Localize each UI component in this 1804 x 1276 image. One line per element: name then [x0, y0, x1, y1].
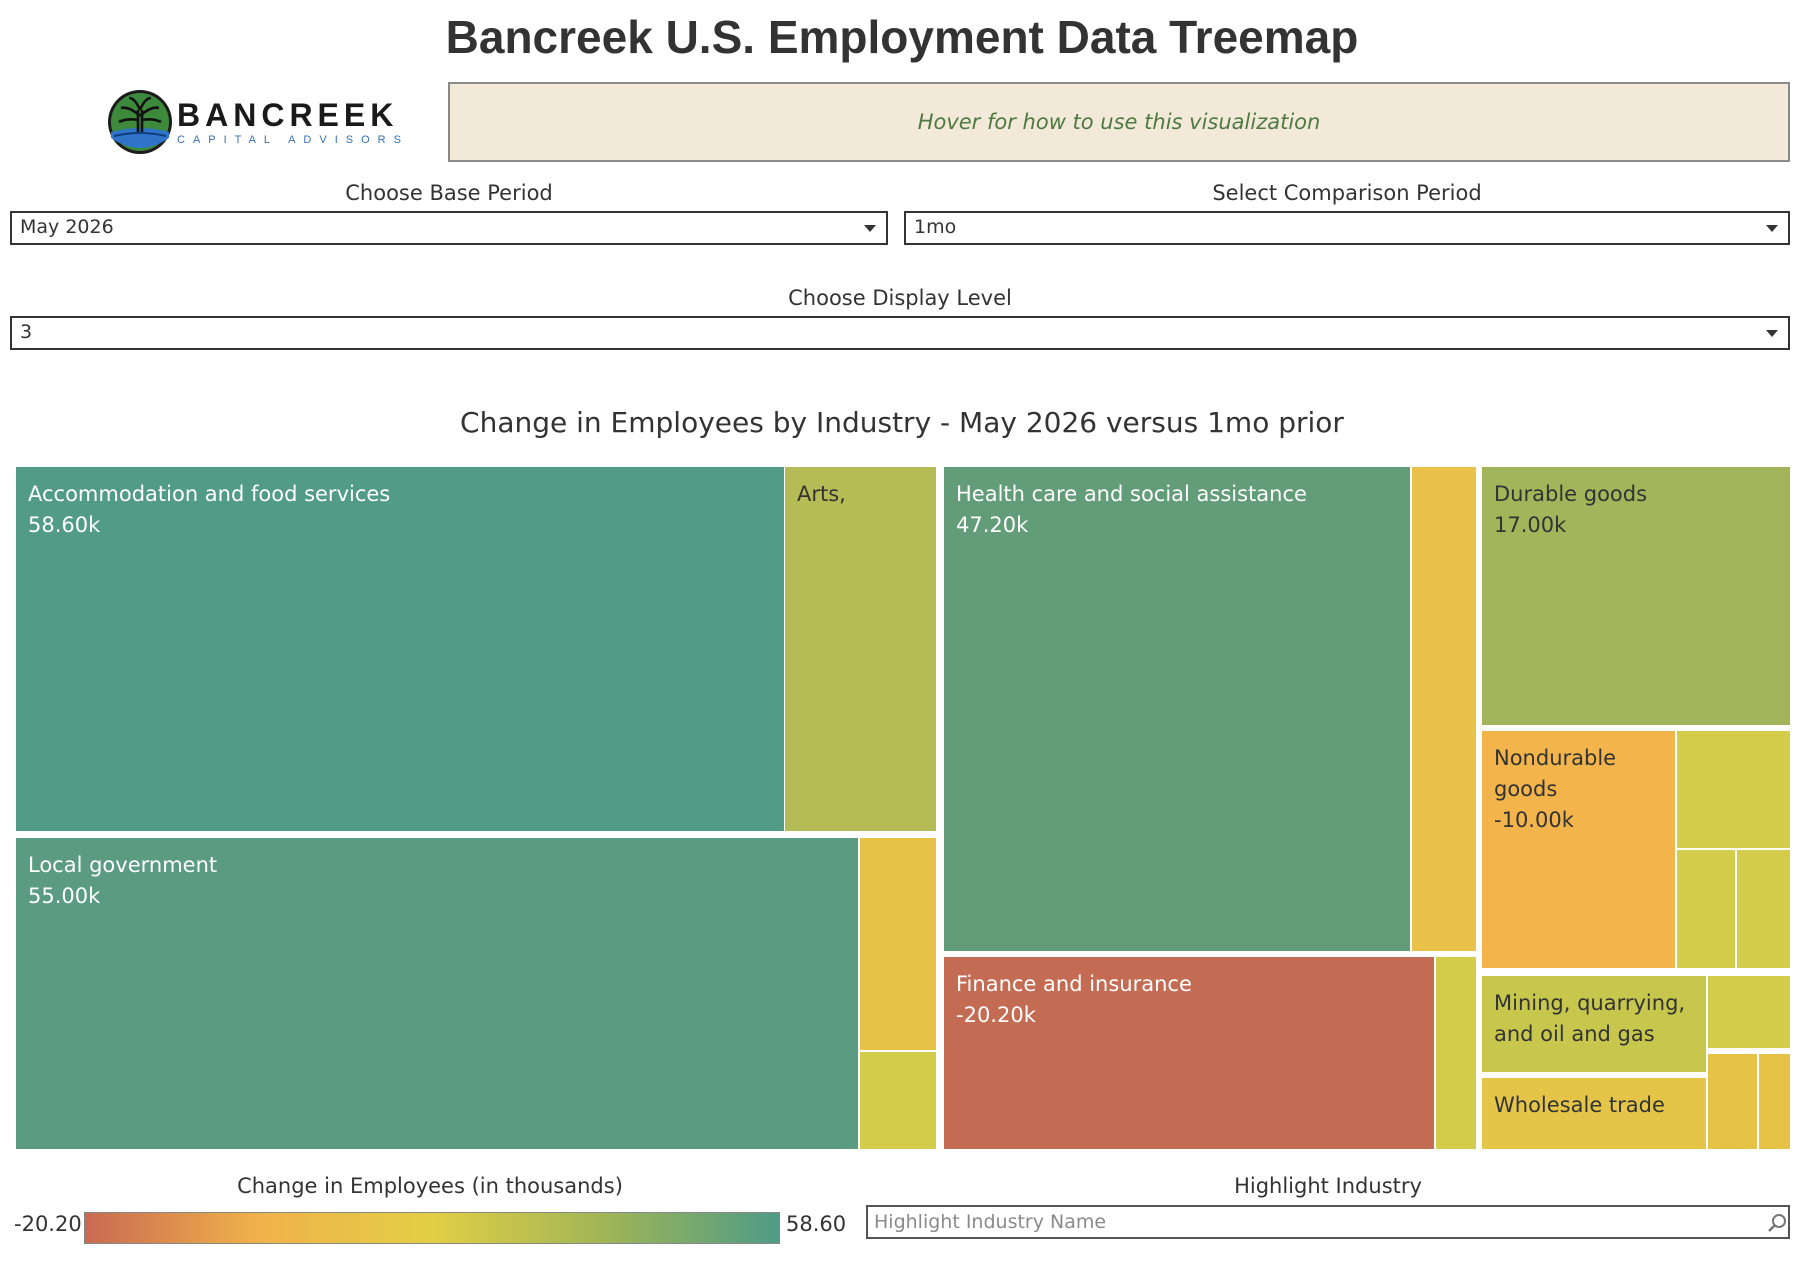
treemap-cell-mining-quarrying-and-oil-and-gas[interactable]: Mining, quarrying, and oil and gas: [1482, 976, 1706, 1072]
base-period-label: Choose Base Period: [345, 181, 553, 205]
display-level-select[interactable]: 3: [10, 316, 1790, 350]
treemap-cell-health-care-and-social-assistance[interactable]: Health care and social assistance 47.20k: [944, 467, 1410, 951]
treemap-cell-wholesale-trade[interactable]: Wholesale trade: [1482, 1078, 1706, 1149]
treemap-cell-unlabeled[interactable]: [1708, 976, 1790, 1048]
treemap-cell-name: Wholesale trade: [1494, 1093, 1665, 1117]
help-tooltip-box[interactable]: Hover for how to use this visualization: [448, 82, 1790, 162]
treemap-cell-name: Mining, quarrying, and oil and gas: [1494, 991, 1686, 1046]
treemap-cell-name: Durable goods: [1494, 482, 1648, 506]
treemap-cell-arts[interactable]: Arts,: [785, 467, 936, 831]
treemap-cell-accommodation-and-food-services[interactable]: Accommodation and food services 58.60k: [16, 467, 784, 831]
treemap-cell-value: -10.00k: [1494, 808, 1574, 832]
treemap-cell-unlabeled[interactable]: [1677, 731, 1790, 848]
treemap-cell-value: 55.00k: [28, 884, 101, 908]
treemap-cell-name: Health care and social assistance: [956, 482, 1307, 506]
treemap-cell-value: -20.20k: [956, 1003, 1036, 1027]
treemap-cell-name: Finance and insurance: [956, 972, 1192, 996]
treemap-cell-value: 47.20k: [956, 513, 1029, 537]
base-period-select[interactable]: May 2026: [10, 211, 888, 245]
legend-color-bar: [84, 1212, 780, 1244]
base-period-value: May 2026: [20, 216, 114, 238]
chevron-down-icon: [1766, 330, 1778, 337]
comparison-period-value: 1mo: [914, 216, 957, 238]
comparison-period-select[interactable]: 1mo: [904, 211, 1790, 245]
treemap-cell-durable-goods[interactable]: Durable goods 17.00k: [1482, 467, 1790, 725]
page-title: Bancreek U.S. Employment Data Treemap: [445, 11, 1359, 63]
chart-title: Change in Employees by Industry - May 20…: [460, 406, 1344, 439]
comparison-period-label: Select Comparison Period: [1212, 181, 1482, 205]
treemap-cell-value: 17.00k: [1494, 513, 1567, 537]
help-text: Hover for how to use this visualization: [917, 110, 1321, 134]
treemap-cell-value: 58.60k: [28, 513, 101, 537]
treemap-cell-unlabeled[interactable]: [1708, 1054, 1757, 1149]
treemap-cell-local-government[interactable]: Local government 55.00k: [16, 838, 858, 1149]
search-icon[interactable]: [1767, 1212, 1789, 1234]
chevron-down-icon: [864, 225, 876, 232]
treemap-cell-name: Arts,: [797, 482, 846, 506]
treemap-cell-unlabeled[interactable]: [860, 1052, 936, 1149]
display-level-label: Choose Display Level: [788, 286, 1012, 310]
highlight-industry-input[interactable]: [866, 1205, 1790, 1239]
treemap-cell-unlabeled[interactable]: [860, 838, 936, 1050]
logo: [108, 90, 172, 154]
treemap-cell-finance-and-insurance[interactable]: Finance and insurance -20.20k: [944, 957, 1434, 1149]
treemap-cell-unlabeled[interactable]: [1677, 850, 1735, 968]
chevron-down-icon: [1766, 225, 1778, 232]
legend-min-label: -20.20: [14, 1212, 82, 1236]
logo-wordmark: BANCREEK: [177, 97, 399, 133]
treemap-cell-name: Accommodation and food services: [28, 482, 391, 506]
treemap: Accommodation and food services 58.60k Art…: [16, 467, 1790, 1149]
treemap-cell-unlabeled[interactable]: [1759, 1054, 1790, 1149]
logo-tagline: CAPITAL ADVISORS: [177, 134, 409, 146]
treemap-cell-name: Nondurable goods: [1494, 746, 1617, 801]
highlight-industry-label: Highlight Industry: [1234, 1174, 1422, 1198]
treemap-cell-unlabeled[interactable]: [1412, 467, 1476, 951]
treemap-cell-unlabeled[interactable]: [1436, 957, 1476, 1149]
treemap-cell-unlabeled[interactable]: [1737, 850, 1790, 968]
legend-title: Change in Employees (in thousands): [237, 1174, 623, 1198]
treemap-cell-nondurable-goods[interactable]: Nondurable goods -10.00k: [1482, 731, 1675, 968]
display-level-value: 3: [20, 321, 33, 343]
tree-logo-icon: [108, 90, 172, 154]
treemap-cell-name: Local government: [28, 853, 218, 877]
legend-max-label: 58.60: [786, 1212, 847, 1236]
